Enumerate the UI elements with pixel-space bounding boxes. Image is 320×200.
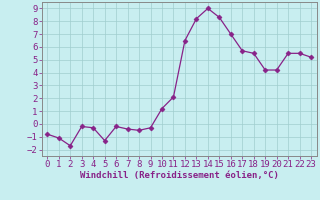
X-axis label: Windchill (Refroidissement éolien,°C): Windchill (Refroidissement éolien,°C) [80,171,279,180]
